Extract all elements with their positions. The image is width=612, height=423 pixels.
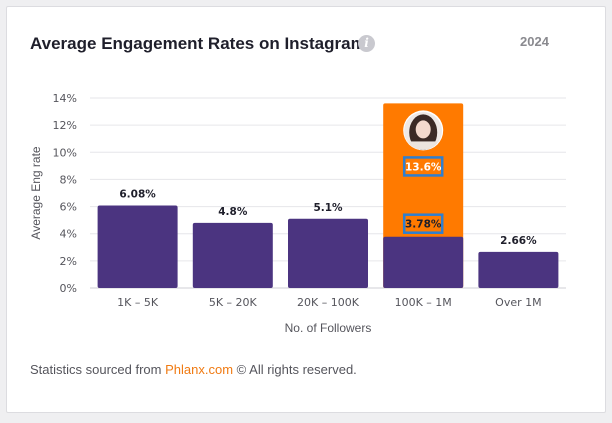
avatar-shoulders [409,141,438,150]
y-axis-label: Average Eng rate [29,146,43,240]
y-tick-label: 14% [53,92,77,105]
bar[interactable] [97,205,178,288]
info-icon[interactable]: i [358,35,375,52]
chart-title: Average Engagement Rates on Instagram [30,34,366,53]
y-tick-label: 0% [60,282,77,295]
bar-value-label: 5.1% [313,202,343,214]
y-tick-label: 12% [53,119,77,132]
avatar-face [415,120,431,139]
y-tick-label: 4% [60,228,77,241]
highlight-value-box [402,156,444,177]
highlight-value-label: 13.6% [405,161,442,173]
x-tick-label: 100K – 1M [395,296,452,309]
x-tick-label: Over 1M [495,296,541,309]
phlanx-link[interactable]: Phlanx.com [165,362,234,377]
bar-value-label: 2.66% [500,235,537,247]
y-tick-label: 2% [60,255,77,268]
bar[interactable] [192,222,273,288]
bar[interactable] [383,236,464,288]
bar-value-label: 6.08% [119,188,156,200]
x-tick-label: 5K – 20K [209,296,258,309]
bar[interactable] [288,218,368,288]
bar-value-label: 4.8% [218,206,248,218]
avatar [404,112,442,150]
footer-credit: Statistics sourced from Phlanx.com © All… [30,362,357,377]
x-tick-label: 1K – 5K [117,296,159,309]
footer-suffix: © All rights reserved. [236,362,357,377]
y-tick-label: 6% [60,201,77,214]
x-tick-label: 20K – 100K [297,296,360,309]
value-label-box [402,213,444,234]
footer-prefix: Statistics sourced from [30,362,162,377]
year-label: 2024 [520,34,549,49]
bar[interactable] [478,251,559,288]
y-tick-label: 10% [53,146,77,159]
y-tick-label: 8% [60,173,77,186]
x-axis-label: No. of Followers [285,321,372,335]
bar-value-label: 3.78% [405,219,442,231]
